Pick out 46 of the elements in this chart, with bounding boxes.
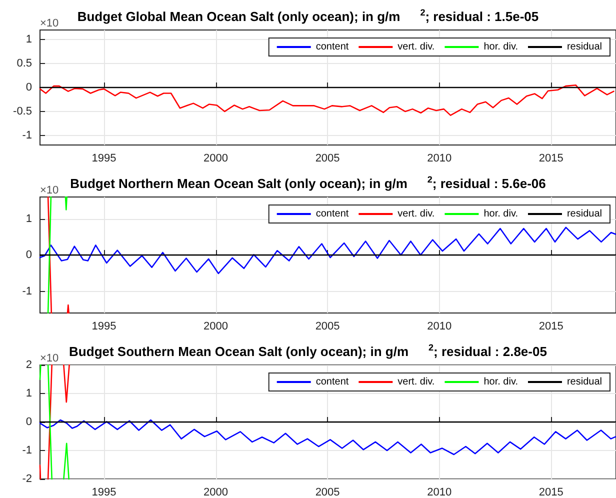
y-tick-label: 0: [26, 82, 32, 94]
legend-label: residual: [566, 376, 602, 388]
x-tick-label: 1995: [92, 152, 116, 164]
text: ×10: [40, 184, 59, 196]
x-tick-label: 2015: [538, 486, 564, 498]
y-tick-label: 0: [26, 416, 32, 428]
text: ×10: [40, 18, 59, 30]
x-tick-label: 2015: [538, 320, 564, 332]
legend-label: vert. div.: [398, 42, 435, 52]
line-series: [39, 419, 616, 456]
y-tick-label: 1: [26, 212, 32, 225]
y-tick-label: -1: [22, 129, 32, 142]
legend-label: vert. div.: [398, 376, 435, 388]
y-tick-label: 0.5: [16, 58, 32, 70]
legend-label: vert. div.: [398, 208, 435, 220]
legend-label: hor. div.: [484, 208, 518, 220]
y-tick-label: 0: [26, 249, 32, 261]
legend-label: hor. div.: [484, 42, 518, 52]
x-tick-label: 2000: [204, 152, 228, 164]
legend-label: content: [316, 42, 349, 52]
x-tick-label: 2000: [204, 320, 228, 332]
y-tick-label: 1: [26, 34, 32, 46]
y-tick-label: -1: [22, 285, 32, 298]
x-tick-label: 2005: [315, 152, 340, 164]
x-tick-label: 1995: [92, 320, 116, 332]
legend-label: content: [316, 208, 349, 220]
legend-label: hor. div.: [484, 376, 518, 388]
x-tick-label: 2005: [315, 486, 340, 498]
text: ×10: [40, 352, 59, 364]
y-tick-label: -2: [22, 473, 32, 485]
legend-label: residual: [566, 42, 602, 52]
x-tick-label: 2000: [204, 486, 228, 498]
line-series: [39, 84, 614, 116]
legend-label: content: [316, 376, 349, 388]
line-series: [39, 226, 616, 274]
y-tick-label: -1: [22, 444, 32, 456]
x-tick-label: 2010: [427, 152, 452, 164]
y-tick-label: 2: [26, 359, 32, 371]
legend-label: residual: [566, 208, 602, 220]
x-tick-label: 2010: [427, 320, 452, 332]
y-tick-label: -0.5: [13, 105, 32, 118]
x-tick-label: 2010: [427, 486, 452, 498]
x-tick-label: 1995: [92, 486, 116, 498]
x-tick-label: 2005: [315, 320, 340, 332]
x-tick-label: 2015: [538, 152, 564, 164]
y-tick-label: 1: [26, 388, 32, 400]
